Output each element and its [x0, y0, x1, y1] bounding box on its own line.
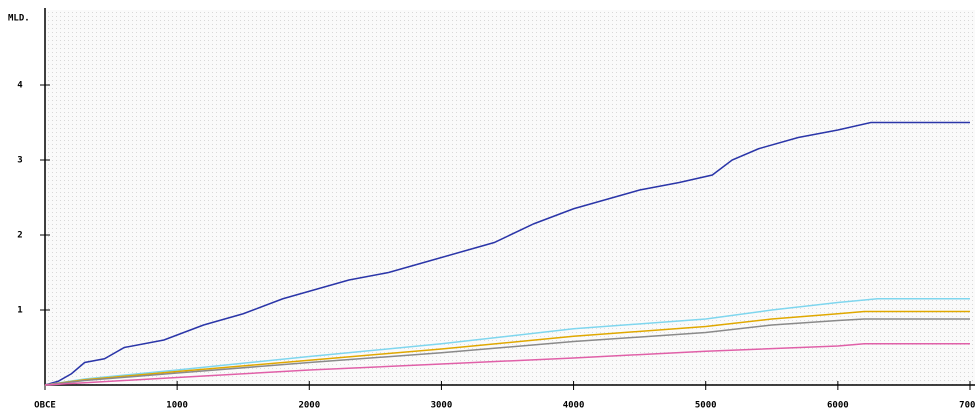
y-tick-label: 2: [17, 231, 22, 241]
y-tick-label: 1: [17, 306, 22, 316]
x-tick-label: 2000: [298, 401, 320, 411]
series-line: [44, 121, 970, 386]
series-line: [44, 318, 970, 386]
x-tick-label: 7000: [959, 401, 975, 411]
series-line: [44, 310, 970, 386]
y-tick-label: 4: [17, 81, 23, 91]
x-tick-label: OBCE: [34, 401, 56, 411]
plot-background: [45, 10, 975, 385]
series-line: [44, 298, 970, 386]
x-tick-label: 5000: [695, 401, 717, 411]
x-tick-label: 6000: [827, 401, 849, 411]
series-line: [44, 343, 970, 386]
x-tick-label: 3000: [431, 401, 453, 411]
y-tick-label: 3: [17, 156, 22, 166]
x-tick-label: 4000: [563, 401, 585, 411]
y-axis-label: MLD.: [8, 14, 30, 24]
x-tick-label: 1000: [166, 401, 188, 411]
